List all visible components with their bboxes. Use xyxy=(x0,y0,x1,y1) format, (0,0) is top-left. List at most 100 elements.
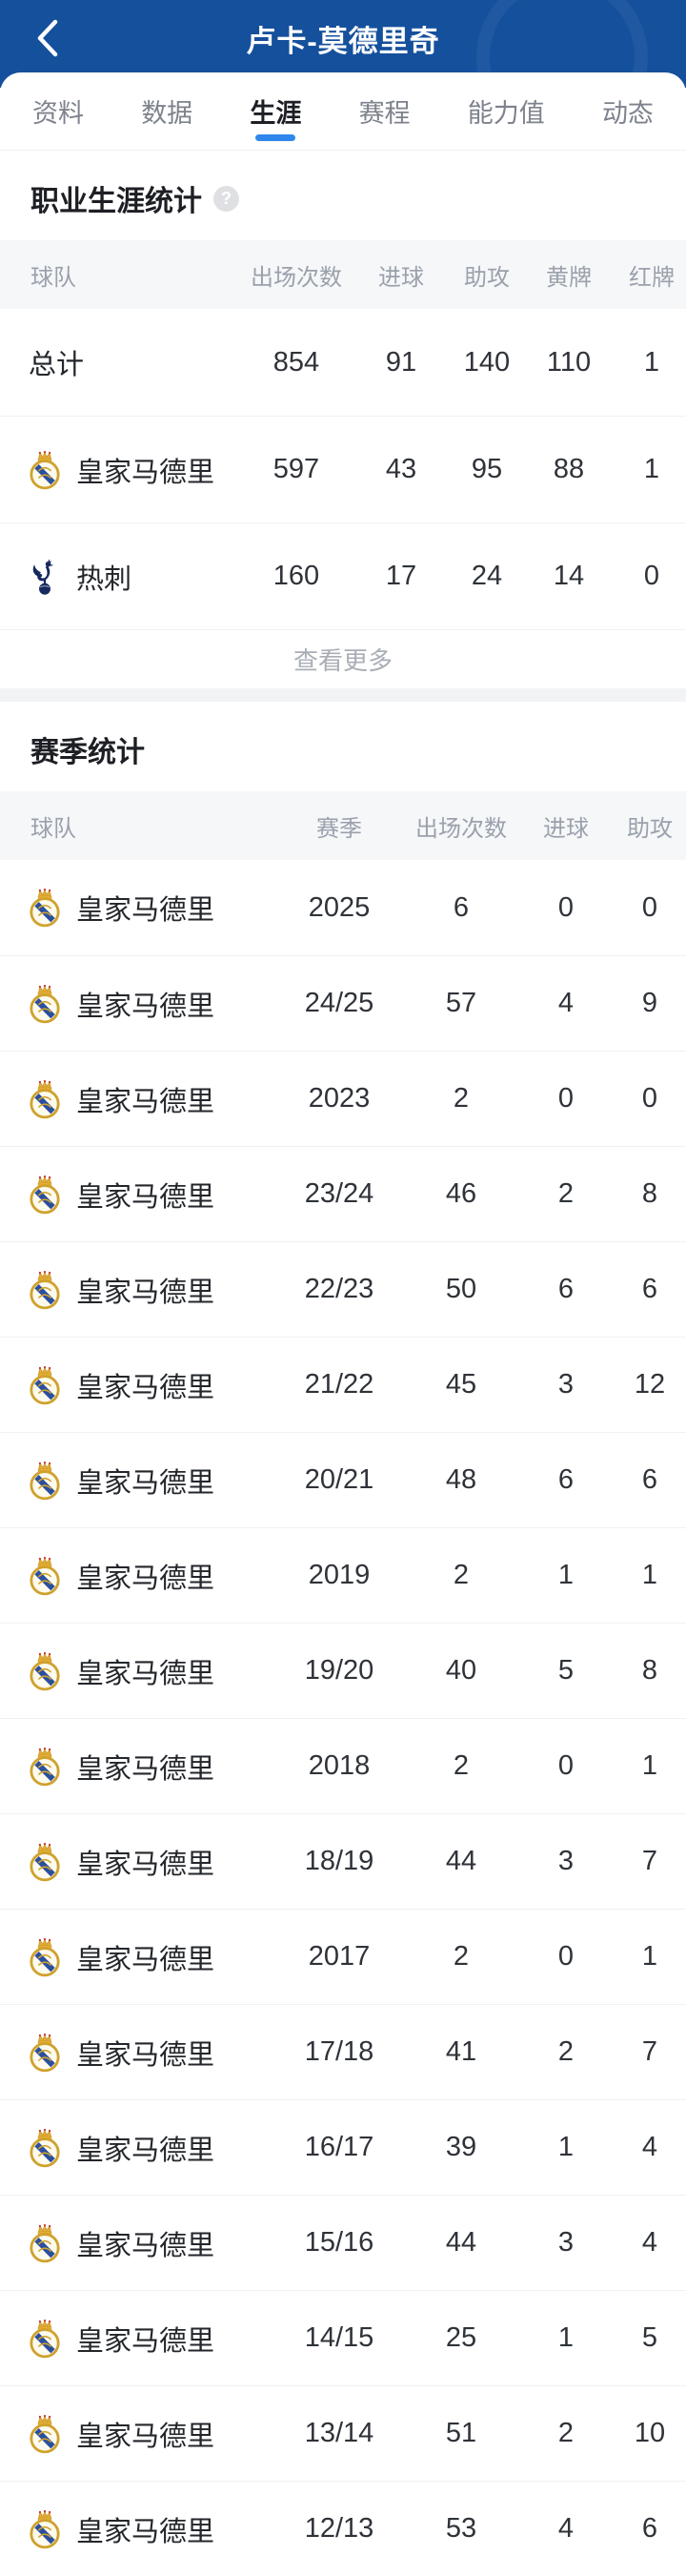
season-table-row[interactable]: 皇家马德里 18/19 44 3 7 xyxy=(0,1813,686,1909)
stat-value: 41 xyxy=(445,2036,477,2067)
real-madrid-crest-icon xyxy=(29,984,61,1024)
season-table-row[interactable]: 皇家马德里 21/22 45 3 12 xyxy=(0,1337,686,1432)
season-value: 15/16 xyxy=(304,2227,374,2258)
stat-value: 14 xyxy=(553,561,585,591)
real-madrid-crest-icon xyxy=(29,1747,61,1787)
back-button[interactable] xyxy=(21,10,74,67)
stat-value: 2 xyxy=(453,1560,470,1590)
season-table-row[interactable]: 皇家马德里 2019 2 1 1 xyxy=(0,1527,686,1623)
team-name: 皇家马德里 xyxy=(76,1372,215,1403)
season-table-row[interactable]: 皇家马德里 13/14 51 2 10 xyxy=(0,2385,686,2481)
stat-value: 2 xyxy=(453,1941,470,1972)
stat-value: 51 xyxy=(445,2418,477,2448)
stat-value: 48 xyxy=(445,1464,477,1495)
column-header: 赛季 xyxy=(316,815,362,842)
season-value: 20/21 xyxy=(304,1464,374,1495)
stat-value: 95 xyxy=(471,454,503,484)
season-value: 17/18 xyxy=(304,2036,374,2067)
stat-value: 5 xyxy=(641,2322,658,2353)
season-table-row[interactable]: 皇家马德里 19/20 40 5 8 xyxy=(0,1623,686,1718)
stat-value: 25 xyxy=(445,2322,477,2353)
stat-value: 9 xyxy=(641,988,658,1018)
team-name: 皇家马德里 xyxy=(76,2516,215,2547)
team-cell: 皇家马德里 xyxy=(0,2223,274,2263)
real-madrid-crest-icon xyxy=(29,2128,61,2168)
column-header: 助攻 xyxy=(627,815,673,842)
season-value: 2025 xyxy=(308,891,371,923)
stat-value: 8 xyxy=(641,1655,658,1686)
season-table-row[interactable]: 皇家马德里 2018 2 0 1 xyxy=(0,1718,686,1813)
stat-value: 1 xyxy=(557,2132,575,2162)
season-value: 21/22 xyxy=(304,1369,374,1400)
real-madrid-crest-icon xyxy=(29,1651,61,1691)
season-table-row[interactable]: 皇家马德里 15/16 44 3 4 xyxy=(0,2195,686,2290)
stat-value: 12 xyxy=(634,1369,666,1400)
tab-schedule[interactable]: 赛程 xyxy=(359,72,411,150)
career-table-row: 总计 854 91 140 110 1 xyxy=(0,309,686,416)
help-question-icon[interactable]: ? xyxy=(213,185,239,212)
season-value: 2023 xyxy=(308,1083,371,1114)
season-table-row[interactable]: 皇家马德里 23/24 46 2 8 xyxy=(0,1146,686,1241)
team-cell: 皇家马德里 xyxy=(0,2414,274,2454)
team-cell: 皇家马德里 xyxy=(0,450,244,490)
column-header: 出场次数 xyxy=(415,815,507,842)
stat-value: 2 xyxy=(453,1750,470,1781)
stat-value: 4 xyxy=(641,2227,658,2258)
season-value: 16/17 xyxy=(304,2132,374,2162)
team-cell: 皇家马德里 xyxy=(0,1842,274,1882)
team-cell: 皇家马德里 xyxy=(0,1270,274,1310)
tab-label: 数据 xyxy=(141,99,193,128)
team-name: 皇家马德里 xyxy=(76,1086,215,1117)
real-madrid-crest-icon xyxy=(29,2319,61,2359)
tab-label: 能力值 xyxy=(467,99,545,128)
season-table-row[interactable]: 皇家马德里 2023 2 0 0 xyxy=(0,1051,686,1146)
team-cell: 皇家马德里 xyxy=(0,1461,274,1501)
season-table-row[interactable]: 皇家马德里 17/18 41 2 7 xyxy=(0,2004,686,2099)
season-table-row[interactable]: 皇家马德里 12/13 53 4 6 xyxy=(0,2481,686,2576)
season-table-row[interactable]: 皇家马德里 16/17 39 1 4 xyxy=(0,2099,686,2195)
team-name: 总计 xyxy=(29,350,85,380)
tab-news[interactable]: 动态 xyxy=(602,72,654,150)
season-table-row[interactable]: 皇家马德里 20/21 48 6 6 xyxy=(0,1432,686,1527)
season-table-row[interactable]: 皇家马德里 22/23 50 6 6 xyxy=(0,1241,686,1337)
real-madrid-crest-icon xyxy=(29,1842,61,1882)
season-table-header: 球队 赛季 出场次数 进球 助攻 xyxy=(0,791,686,860)
column-header: 进球 xyxy=(543,815,589,842)
tab-data[interactable]: 数据 xyxy=(141,72,192,150)
season-value: 12/13 xyxy=(304,2513,374,2544)
team-cell: 皇家马德里 xyxy=(0,1651,274,1691)
real-madrid-crest-icon xyxy=(29,1079,61,1119)
tab-label: 资料 xyxy=(32,99,84,128)
stat-value: 0 xyxy=(641,891,658,923)
stat-value: 0 xyxy=(641,1083,658,1114)
season-table-row[interactable]: 皇家马德里 24/25 57 4 9 xyxy=(0,955,686,1051)
real-madrid-crest-icon xyxy=(29,450,61,490)
tab-ability[interactable]: 能力值 xyxy=(468,72,545,150)
season-value: 22/23 xyxy=(304,1274,374,1304)
career-stats-section: 职业生涯统计 ? 球队 出场次数 进球 助攻 黄牌 红牌 总计 854 91 140 11… xyxy=(0,151,686,688)
season-value: 23/24 xyxy=(304,1178,374,1209)
career-table-header: 球队 出场次数 进球 助攻 黄牌 红牌 xyxy=(0,240,686,309)
team-name: 热刺 xyxy=(76,563,132,595)
stat-value: 0 xyxy=(557,1750,575,1781)
season-table-row[interactable]: 皇家马德里 14/15 25 1 5 xyxy=(0,2290,686,2385)
season-table-row[interactable]: 皇家马德里 2025 6 0 0 xyxy=(0,860,686,955)
team-name: 皇家马德里 xyxy=(76,895,215,926)
tab-profile[interactable]: 资料 xyxy=(32,72,84,150)
tab-career[interactable]: 生涯 xyxy=(250,72,301,150)
team-name: 皇家马德里 xyxy=(76,2135,215,2166)
view-more-button[interactable]: 查看更多 xyxy=(0,629,686,688)
season-table-row[interactable]: 皇家马德里 2017 2 0 1 xyxy=(0,1909,686,2004)
real-madrid-crest-icon xyxy=(29,2414,61,2454)
stat-value: 53 xyxy=(445,2513,477,2544)
stat-value: 43 xyxy=(385,454,417,484)
career-table-row[interactable]: 热刺 160 17 24 14 0 xyxy=(0,522,686,629)
real-madrid-crest-icon xyxy=(29,1937,61,1977)
real-madrid-crest-icon xyxy=(29,888,61,928)
column-header: 进球 xyxy=(378,264,424,291)
team-cell: 皇家马德里 xyxy=(0,1079,274,1119)
tab-label: 动态 xyxy=(601,99,654,128)
team-cell: 总计 xyxy=(0,342,244,382)
career-table-row[interactable]: 皇家马德里 597 43 95 88 1 xyxy=(0,416,686,522)
stat-value: 40 xyxy=(445,1655,477,1686)
